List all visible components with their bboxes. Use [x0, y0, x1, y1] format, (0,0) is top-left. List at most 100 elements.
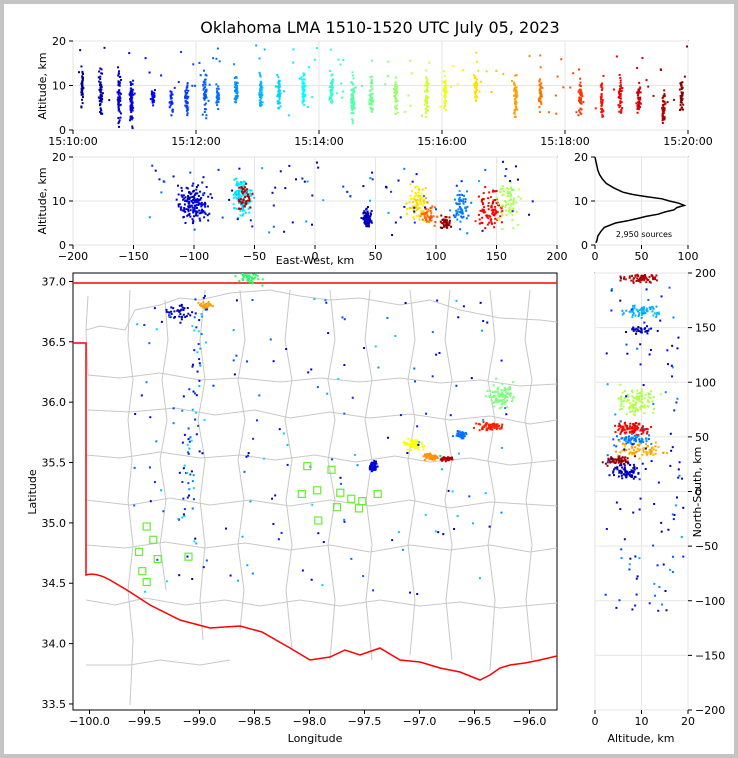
- time-source-point: [663, 108, 666, 111]
- ew-source-point: [179, 208, 182, 211]
- ns-source-point: [646, 400, 649, 403]
- ns-source-point: [624, 439, 627, 442]
- ns-source-point: [625, 448, 628, 451]
- ew-x-tick-label: −50: [243, 250, 266, 263]
- ew-source-point: [413, 212, 416, 215]
- ew-source-point: [494, 217, 497, 220]
- plan-source-point: [422, 455, 425, 458]
- ns-source-point: [632, 277, 635, 280]
- plan-source-point: [411, 441, 414, 444]
- ew-source-point: [397, 179, 400, 182]
- ew-source-point: [504, 200, 507, 203]
- time-source-point: [97, 76, 100, 79]
- time-x-tick-label: 15:20:00: [663, 135, 712, 148]
- time-source-point: [580, 93, 583, 96]
- source-count-annotation: 2,950 sources: [616, 230, 672, 239]
- plan-source-point: [362, 575, 365, 578]
- ew-source-point: [200, 210, 203, 213]
- ew-source-point: [490, 221, 493, 224]
- ew-source-point: [369, 219, 372, 222]
- time-source-point: [600, 102, 603, 105]
- ew-source-point: [467, 214, 470, 217]
- time-source-point: [302, 94, 305, 97]
- time-source-point: [160, 74, 163, 77]
- time-source-point: [426, 84, 429, 87]
- ns-source-point: [650, 442, 653, 445]
- ew-source-point: [187, 208, 190, 211]
- plan-source-point: [444, 457, 447, 460]
- time-source-point: [619, 104, 622, 107]
- ns-source-point: [628, 425, 631, 428]
- ew-source-point: [365, 223, 368, 226]
- time-source-point: [329, 82, 332, 85]
- ew-source-point: [189, 204, 192, 207]
- ew-source-point: [244, 201, 247, 204]
- ns-source-point: [627, 472, 630, 475]
- plan-y-tick-label: 33.5: [42, 698, 67, 711]
- plan-source-point: [416, 444, 419, 447]
- plan-source-point: [512, 381, 515, 384]
- plan-source-point: [451, 490, 454, 493]
- ew-source-point: [422, 212, 425, 215]
- ew-source-point: [495, 202, 498, 205]
- plan-source-point: [201, 315, 204, 318]
- time-source-point: [477, 69, 480, 72]
- time-source-point: [186, 91, 189, 94]
- time-source-point: [258, 99, 261, 102]
- time-source-point: [387, 75, 390, 78]
- ew-source-point: [207, 195, 210, 198]
- plan-source-point: [484, 422, 487, 425]
- time-source-point: [235, 88, 238, 91]
- time-source-point: [372, 99, 375, 102]
- time-source-point: [132, 93, 135, 96]
- time-source-point: [259, 92, 262, 95]
- ns-source-point: [654, 445, 657, 448]
- ew-source-point: [482, 209, 485, 212]
- plan-source-point: [500, 427, 503, 430]
- ew-x-tick-label: 0: [312, 250, 319, 263]
- ew-source-point: [248, 198, 251, 201]
- ns-source-point: [649, 348, 652, 351]
- ew-source-point: [360, 216, 363, 219]
- ew-source-point: [182, 198, 185, 201]
- plan-source-point: [433, 458, 436, 461]
- time-source-point: [475, 81, 478, 84]
- ns-source-point: [631, 427, 634, 430]
- plan-source-point: [180, 303, 183, 306]
- time-source-point: [118, 108, 121, 111]
- plan-panel-ylabel: Latitude: [26, 469, 39, 515]
- ew-source-point: [425, 218, 428, 221]
- ew-source-point: [504, 206, 507, 209]
- time-source-point: [329, 69, 332, 72]
- ns-source-point: [675, 401, 678, 404]
- plan-source-point: [486, 321, 489, 324]
- time-source-point: [619, 76, 622, 79]
- ns-panel-xlabel: Altitude, km: [607, 732, 674, 745]
- ns-source-point: [618, 464, 621, 467]
- time-source-point: [661, 119, 664, 122]
- ns-source-point: [619, 432, 622, 435]
- ns-source-point: [612, 471, 615, 474]
- ns-source-point: [621, 477, 624, 480]
- plan-source-point: [432, 455, 435, 458]
- plan-source-point: [490, 423, 493, 426]
- plan-source-point: [195, 394, 198, 397]
- plan-source-point: [251, 572, 254, 575]
- ns-source-point: [653, 594, 656, 597]
- ew-source-point: [484, 211, 487, 214]
- time-source-point: [514, 89, 517, 92]
- ew-source-point: [183, 210, 186, 213]
- ew-source-point: [442, 225, 445, 228]
- plan-source-point: [494, 390, 497, 393]
- ns-source-point: [630, 389, 633, 392]
- time-source-point: [554, 94, 557, 97]
- time-source-point: [352, 104, 355, 107]
- ns-source-point: [615, 450, 618, 453]
- plan-source-point: [241, 273, 244, 275]
- plan-source-point: [155, 328, 158, 331]
- ew-source-point: [462, 215, 465, 218]
- ns-source-point: [650, 460, 653, 463]
- ns-source-point: [614, 458, 617, 461]
- ns-source-point: [620, 407, 623, 410]
- ew-source-point: [488, 191, 491, 194]
